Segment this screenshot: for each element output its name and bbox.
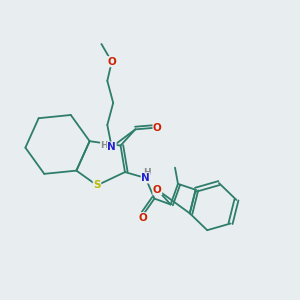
Text: N: N <box>107 142 116 152</box>
Text: O: O <box>153 123 162 133</box>
Text: O: O <box>107 57 116 67</box>
Text: O: O <box>153 185 162 195</box>
Text: H: H <box>143 168 151 177</box>
Text: N: N <box>141 173 150 183</box>
Text: S: S <box>93 180 101 190</box>
Text: O: O <box>138 213 147 223</box>
Text: H: H <box>100 141 108 150</box>
